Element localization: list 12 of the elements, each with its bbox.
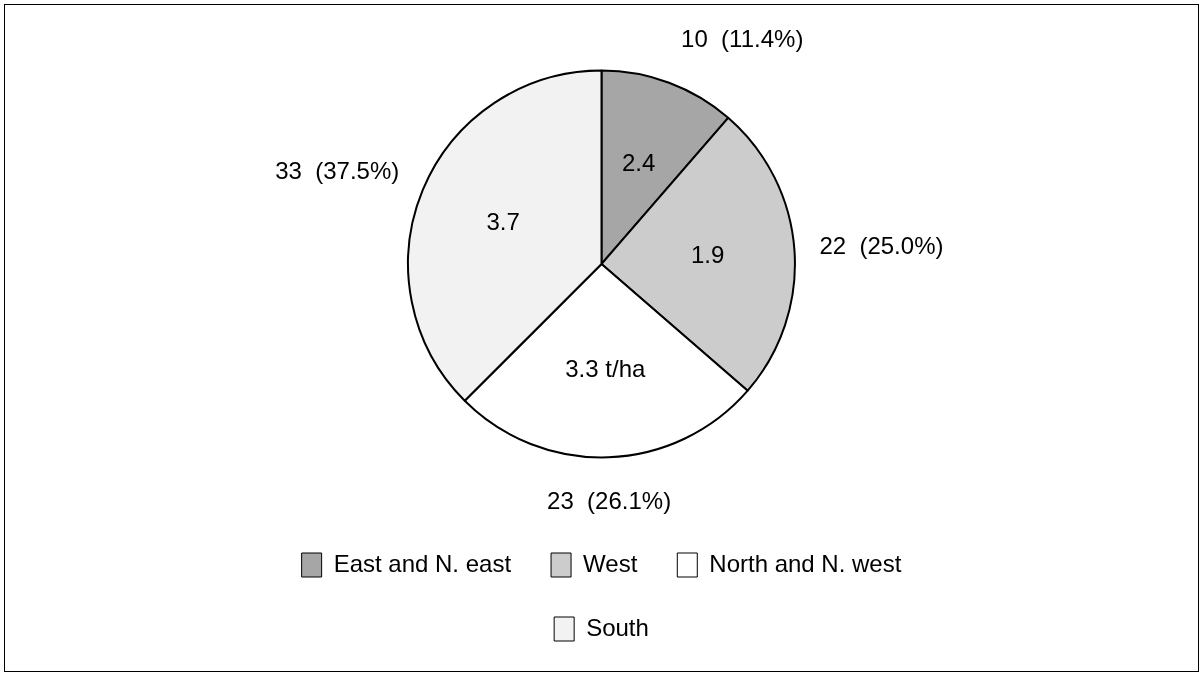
data-label: 23 (26.1%) [547, 486, 672, 514]
legend-label: West [583, 549, 638, 577]
data-label: 10 (11.4%) [681, 25, 804, 53]
data-label: 22 (25.0%) [819, 231, 944, 259]
text: 2.4 [621, 148, 656, 176]
legend-label: South [586, 613, 649, 641]
data-label: 33 (37.5%) [275, 157, 400, 185]
legend-label: East and N. east [333, 549, 512, 577]
legend-label: North and N. west [709, 549, 902, 577]
text: 3.7 [486, 207, 520, 235]
text: 3.3 t/ha [565, 354, 646, 382]
text: 1.9 [690, 241, 725, 269]
